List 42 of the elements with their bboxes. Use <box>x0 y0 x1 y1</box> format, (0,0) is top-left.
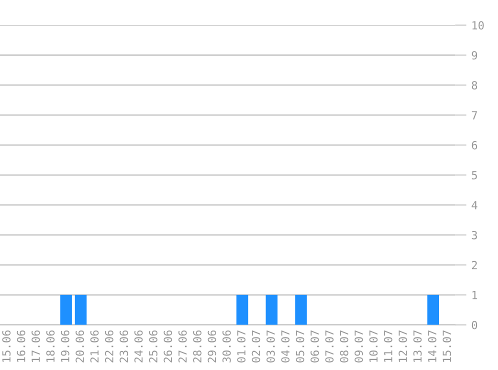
x-tick-label: 05.07 <box>296 330 304 362</box>
x-tick-label: 20.06 <box>76 330 84 362</box>
y-tick-label: 0 <box>472 320 478 330</box>
x-tick-label: 17.06 <box>32 330 40 362</box>
y-tick-label: 3 <box>472 230 477 240</box>
y-tick-label: 8 <box>472 81 478 90</box>
x-tick-label: 27.06 <box>178 330 187 362</box>
x-tick-label: 14.07 <box>428 330 436 362</box>
y-tick-label: 5 <box>472 171 477 180</box>
x-tick-label: 07.07 <box>325 330 334 362</box>
x-tick-label: 26.06 <box>164 330 172 362</box>
y-tick-label: 1 <box>472 291 478 300</box>
x-tick-label: 09.07 <box>354 330 363 362</box>
x-tick-label: 18.06 <box>46 330 55 362</box>
x-tick-label: 06.07 <box>310 330 319 362</box>
y-tick-label: 2 <box>472 260 477 270</box>
x-tick-label: 04.07 <box>281 330 290 362</box>
x-tick-label: 08.07 <box>340 330 348 362</box>
x-tick-label: 15.07 <box>442 330 452 362</box>
y-tick-label: 9 <box>472 51 478 60</box>
x-tick-label: 25.06 <box>149 330 158 362</box>
y-tick-label: 7 <box>472 111 477 120</box>
x-tick-label: 15.06 <box>2 330 11 362</box>
y-tick-label: 10 <box>472 21 484 30</box>
x-tick-label: 24.06 <box>134 330 143 362</box>
x-tick-label: 10.07 <box>369 330 378 362</box>
x-tick-label: 23.06 <box>120 330 128 362</box>
x-tick-label: 03.07 <box>266 330 275 362</box>
x-tick-label: 01.07 <box>237 330 246 362</box>
x-tick-label: 11.07 <box>384 330 392 362</box>
x-tick-label: 30.06 <box>222 330 231 362</box>
y-tick-label: 6 <box>472 141 478 150</box>
x-tick-label: 16.06 <box>16 330 26 362</box>
x-tick-label: 13.07 <box>413 330 422 362</box>
x-tick-label: 22.06 <box>104 330 114 362</box>
y-tick-label: 4 <box>472 201 478 210</box>
x-tick-label: 21.06 <box>90 330 99 362</box>
x-tick-label: 29.06 <box>208 330 216 362</box>
x-tick-label: 28.06 <box>193 330 202 362</box>
x-tick-label: 02.07 <box>252 330 260 362</box>
x-tick-label: 19.06 <box>60 330 70 362</box>
x-tick-label: 12.07 <box>398 330 408 362</box>
